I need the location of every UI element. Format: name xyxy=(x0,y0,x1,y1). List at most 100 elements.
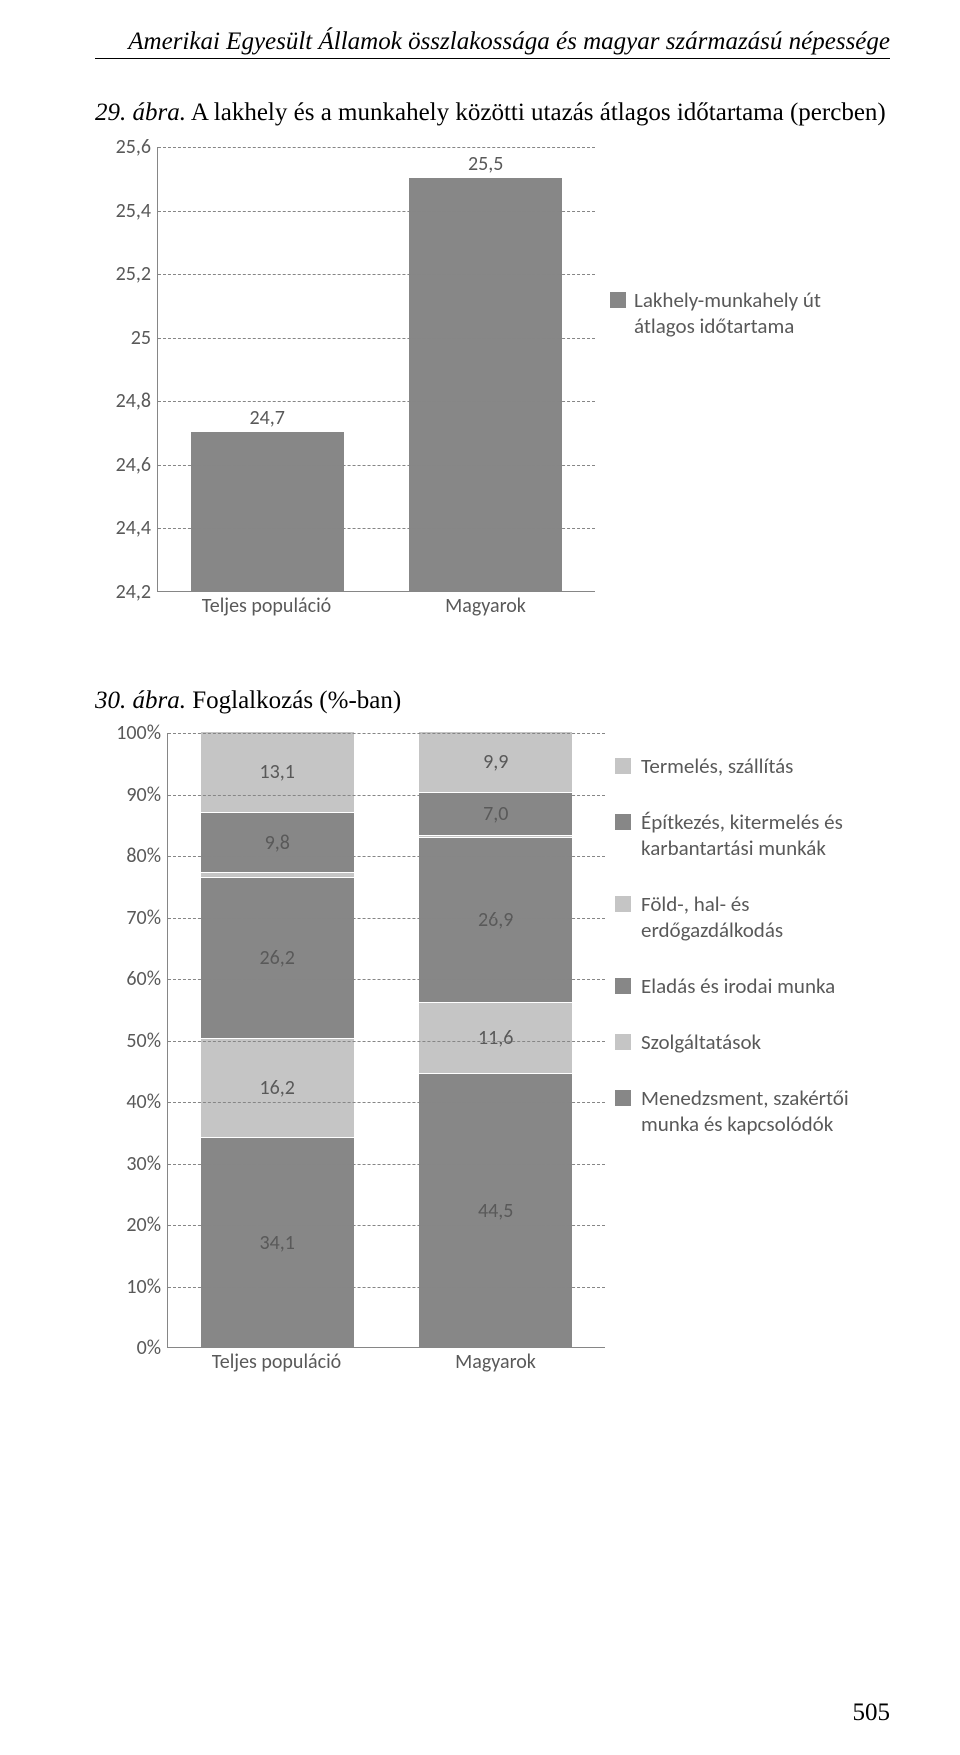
segment-value-label: 13,1 xyxy=(201,760,354,784)
ytick: 10% xyxy=(105,1275,161,1299)
fig29-caption-num: 29. ábra. xyxy=(95,99,186,126)
fig29-legend-item: Lakhely-munkahely út átlagos időtartama xyxy=(610,287,825,339)
legend-item-epitkezes: Építkezés, kitermelés és karbantartási m… xyxy=(615,809,885,861)
ytick: 24,2 xyxy=(105,580,151,604)
gridline xyxy=(158,274,595,275)
gridline xyxy=(168,1287,605,1288)
segment-value-label: 26,2 xyxy=(201,946,354,970)
segment-value-label: 16,2 xyxy=(201,1076,354,1100)
legend-swatch xyxy=(615,814,631,830)
segment-menedzsment: 34,1 xyxy=(201,1137,354,1347)
xlabel: Teljes populáció xyxy=(167,1350,386,1375)
fig29-yaxis: 25,625,425,22524,824,624,424,2 xyxy=(105,147,157,592)
legend-swatch xyxy=(615,896,631,912)
bar: 24,7 xyxy=(191,432,344,591)
fig29-bars: 24,7 25,5 xyxy=(158,147,595,591)
legend-label: Föld-, hal- és erdőgazdálkodás xyxy=(641,891,885,943)
ytick: 90% xyxy=(105,783,161,807)
gridline xyxy=(158,528,595,529)
segment-value-label: 9,9 xyxy=(419,750,572,774)
ytick: 80% xyxy=(105,844,161,868)
gridline xyxy=(158,401,595,402)
segment-eladas: 26,2 xyxy=(201,877,354,1038)
legend-item-fold: Föld-, hal- és erdőgazdálkodás xyxy=(615,891,885,943)
page-number: 505 xyxy=(853,1699,891,1727)
ytick: 24,6 xyxy=(105,453,151,477)
fig29-caption-text: A lakhely és a munkahely közötti utazás … xyxy=(186,99,886,126)
segment-value-label: 44,5 xyxy=(419,1199,572,1223)
fig30-legend: Termelés, szállítás Építkezés, kitermelés… xyxy=(615,753,885,1167)
gridline xyxy=(168,1102,605,1103)
fig29-caption: 29. ábra. A lakhely és a munkahely közöt… xyxy=(95,99,890,127)
ytick: 25 xyxy=(105,326,151,350)
gridline xyxy=(168,856,605,857)
gridline xyxy=(168,1041,605,1042)
ytick: 25,4 xyxy=(105,199,151,223)
gridline xyxy=(168,1225,605,1226)
page: Amerikai Egyesült Államok összlakossága … xyxy=(0,0,960,1755)
ytick: 30% xyxy=(105,1152,161,1176)
legend-swatch xyxy=(610,292,626,308)
legend-swatch xyxy=(615,758,631,774)
gridline xyxy=(158,338,595,339)
ytick: 25,2 xyxy=(105,262,151,286)
fig30-caption-text: Foglalkozás (%-ban) xyxy=(186,687,401,714)
segment-epitkezes: 9,8 xyxy=(201,812,354,872)
stack: 44,5 11,6 26,9 0,2 7,0 9,9 xyxy=(419,731,572,1347)
legend-label: Termelés, szállítás xyxy=(641,753,793,779)
legend-item-menedzsment: Menedzsment, szakértői munka és kapcsoló… xyxy=(615,1085,885,1137)
ytick: 25,6 xyxy=(105,135,151,159)
ytick: 24,4 xyxy=(105,516,151,540)
legend-swatch xyxy=(615,978,631,994)
segment-epitkezes: 7,0 xyxy=(419,792,572,835)
gridline xyxy=(168,733,605,734)
fig30-plot: 34,1 16,2 26,2 0,7 9,8 13,1 44,5 11,6 26,9 0,2 7,0… xyxy=(167,733,605,1348)
xlabel: Teljes populáció xyxy=(157,594,376,619)
segment-szolgaltatas: 11,6 xyxy=(419,1002,572,1073)
gridline xyxy=(158,147,595,148)
legend-label: Menedzsment, szakértői munka és kapcsoló… xyxy=(641,1085,885,1137)
ytick: 100% xyxy=(105,721,161,745)
legend-swatch xyxy=(615,1034,631,1050)
segment-value-label: 34,1 xyxy=(201,1231,354,1255)
stack: 34,1 16,2 26,2 0,7 9,8 13,1 xyxy=(201,731,354,1347)
gridline xyxy=(168,795,605,796)
ytick: 70% xyxy=(105,906,161,930)
legend-item-szolgaltatas: Szolgáltatások xyxy=(615,1029,885,1055)
fig30-yaxis: 100%90%80%70%60%50%40%30%20%10%0% xyxy=(105,733,167,1348)
xlabel: Magyarok xyxy=(386,1350,605,1375)
fig30-chart: 100%90%80%70%60%50%40%30%20%10%0% 34,116… xyxy=(105,733,885,1373)
segment-termeles: 9,9 xyxy=(419,731,572,792)
ytick: 40% xyxy=(105,1090,161,1114)
ytick: 24,8 xyxy=(105,389,151,413)
gridline xyxy=(158,211,595,212)
segment-value-label: 11,6 xyxy=(419,1026,572,1050)
fig29-plot: 24,7 25,5 xyxy=(157,147,595,592)
ytick: 50% xyxy=(105,1029,161,1053)
bar-value-label: 24,7 xyxy=(191,406,344,430)
ytick: 0% xyxy=(105,1336,161,1360)
fig30-caption: 30. ábra. Foglalkozás (%-ban) xyxy=(95,687,890,715)
segment-fold: 0,7 xyxy=(201,872,354,876)
legend-item-termeles: Termelés, szállítás xyxy=(615,753,885,779)
bar-slot: 24,7 xyxy=(158,147,377,591)
gridline xyxy=(168,918,605,919)
segment-value-label: 26,9 xyxy=(419,908,572,932)
gridline xyxy=(158,465,595,466)
fig29-legend-label: Lakhely-munkahely út átlagos időtartama xyxy=(634,287,825,339)
segment-eladas: 26,9 xyxy=(419,837,572,1002)
fig29-xlabels: Teljes populációMagyarok xyxy=(157,594,595,619)
legend-label: Szolgáltatások xyxy=(641,1029,761,1055)
segment-szolgaltatas: 16,2 xyxy=(201,1038,354,1138)
fig29-legend: Lakhely-munkahely út átlagos időtartama xyxy=(610,287,825,339)
segment-value-label: 7,0 xyxy=(419,802,572,826)
xlabel: Magyarok xyxy=(376,594,595,619)
segment-value-label: 9,8 xyxy=(201,831,354,855)
gridline xyxy=(168,1164,605,1165)
fig30-caption-num: 30. ábra. xyxy=(95,687,186,714)
legend-swatch xyxy=(615,1090,631,1106)
segment-menedzsment: 44,5 xyxy=(419,1073,572,1347)
segment-fold: 0,2 xyxy=(419,835,572,836)
legend-item-eladas: Eladás és irodai munka xyxy=(615,973,885,999)
bar-value-label: 25,5 xyxy=(409,152,562,176)
